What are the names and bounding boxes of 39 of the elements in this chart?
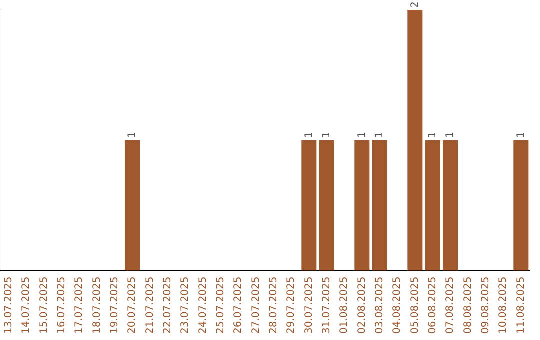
x-tick-label: 24.07.2025: [198, 276, 209, 334]
data-label: 1: [304, 132, 315, 138]
data-label: 1: [374, 132, 386, 138]
x-tick-label: 21.07.2025: [144, 276, 156, 334]
x-tick-label: 29.07.2025: [286, 276, 298, 334]
x-tick-label: 07.08.2025: [445, 276, 456, 334]
data-label: 1: [356, 132, 368, 138]
x-tick-label: 11.08.2025: [516, 276, 527, 334]
x-tick-label: 28.07.2025: [268, 276, 280, 334]
x-tick-label: 14.07.2025: [21, 276, 32, 334]
x-tick-label: 04.08.2025: [392, 276, 404, 334]
data-label: 1: [427, 132, 438, 138]
x-tick-label: 13.07.2025: [3, 276, 14, 334]
x-tick-label: 22.07.2025: [162, 276, 174, 334]
x-tick-label: 26.07.2025: [233, 276, 244, 334]
data-label: 1: [321, 132, 332, 138]
data-label: 1: [516, 132, 527, 138]
x-tick-label: 10.08.2025: [498, 276, 510, 334]
x-tick-label: 17.07.2025: [74, 276, 86, 334]
x-tick-label: 01.08.2025: [339, 276, 350, 334]
data-label: 1: [445, 132, 456, 138]
x-tick-label: 02.08.2025: [356, 276, 368, 334]
x-tick-label: 18.07.2025: [92, 276, 103, 334]
x-tick-label: 19.07.2025: [109, 276, 120, 334]
x-tick-label: 30.07.2025: [304, 276, 315, 334]
x-tick-label: 20.07.2025: [127, 276, 138, 334]
x-tick-label: 31.07.2025: [321, 276, 332, 334]
x-tick-label: 23.07.2025: [180, 276, 192, 334]
data-label: 2: [410, 2, 421, 8]
x-tick-label: 15.07.2025: [38, 276, 50, 334]
x-tick-label: 08.08.2025: [462, 276, 474, 334]
x-tick-label: 05.08.2025: [410, 276, 421, 334]
data-label: 1: [127, 132, 138, 138]
x-tick-label: 16.07.2025: [56, 276, 68, 334]
x-tick-label: 27.07.2025: [250, 276, 262, 334]
x-tick-label: 06.08.2025: [427, 276, 438, 334]
x-tick-label: 25.07.2025: [215, 276, 226, 334]
x-tick-label: 09.08.2025: [480, 276, 492, 334]
x-tick-label: 03.08.2025: [374, 276, 386, 334]
